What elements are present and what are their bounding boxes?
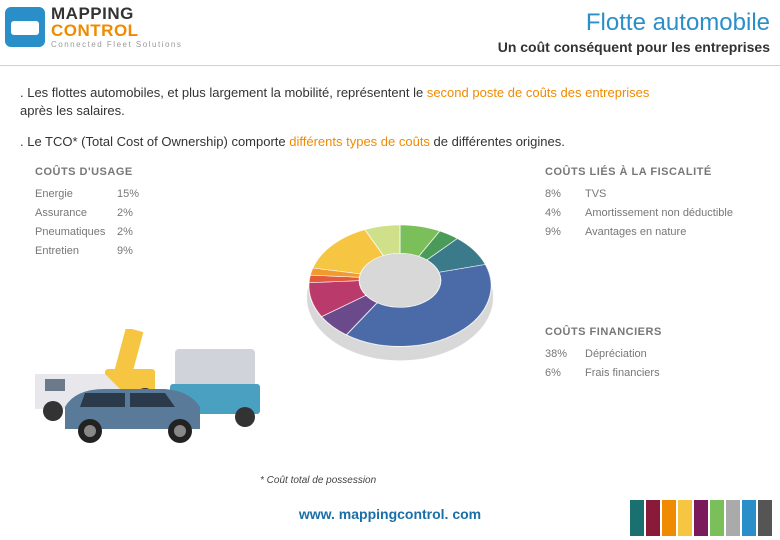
- cost-row: Assurance2%: [35, 206, 215, 221]
- financial-header: COÛTS FINANCIERS: [545, 325, 745, 340]
- content: . Les flottes automobiles, et plus large…: [0, 66, 780, 445]
- cost-row: 4%Amortissement non déductible: [545, 206, 745, 221]
- page-title: Flotte automobile: [498, 9, 770, 37]
- paragraph-1: . Les flottes automobiles, et plus large…: [20, 84, 760, 119]
- fiscal-costs-column: COÛTS LIÉS À LA FISCALITÉ 8%TVS 4%Amortis…: [545, 165, 745, 244]
- cost-row: 9%Avantages en nature: [545, 225, 745, 240]
- tco-figure: COÛTS D'USAGE Energie15% Assurance2% Pneum…: [35, 165, 745, 445]
- cost-row: Pneumatiques2%: [35, 225, 215, 240]
- cost-row: Entretien9%: [35, 244, 215, 259]
- vehicles-illustration: [25, 329, 295, 449]
- footer-stripes: [630, 500, 772, 536]
- logo-icon: [5, 7, 45, 47]
- cost-row: 38%Dépréciation: [545, 347, 745, 362]
- logo-tagline: Connected Fleet Solutions: [51, 41, 182, 49]
- logo: MAPPINGCONTROL Connected Fleet Solutions: [5, 5, 182, 49]
- financial-costs-column: COÛTS FINANCIERS 38%Dépréciation 6%Frais …: [545, 325, 745, 386]
- fiscal-header: COÛTS LIÉS À LA FISCALITÉ: [545, 165, 745, 180]
- cost-row: Energie15%: [35, 187, 215, 202]
- usage-header: COÛTS D'USAGE: [35, 165, 215, 180]
- paragraph-2: . Le TCO* (Total Cost of Ownership) comp…: [20, 133, 760, 151]
- donut-chart: [273, 220, 528, 370]
- logo-wordmark: MAPPINGCONTROL: [51, 5, 182, 39]
- cost-row: 8%TVS: [545, 187, 745, 202]
- cost-row: 6%Frais financiers: [545, 366, 745, 381]
- footnote: * Coût total de possession: [260, 475, 376, 486]
- usage-costs-column: COÛTS D'USAGE Energie15% Assurance2% Pneum…: [35, 165, 215, 263]
- header: MAPPINGCONTROL Connected Fleet Solutions…: [0, 0, 780, 66]
- page-subtitle: Un coût conséquent pour les entreprises: [498, 39, 770, 55]
